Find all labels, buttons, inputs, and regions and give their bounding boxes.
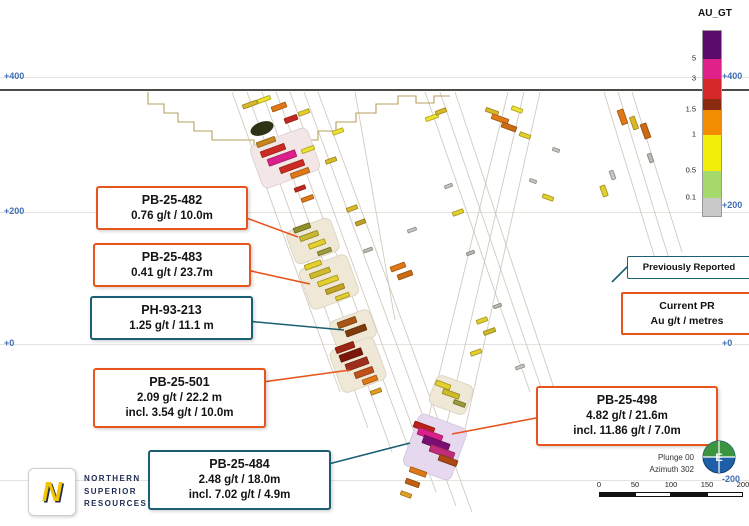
elevation-gridline bbox=[0, 480, 749, 481]
company-logo: N NORTHERN SUPERIOR RESOURCES bbox=[28, 468, 147, 516]
callout-pb-25-484: PB-25-484 2.48 g/t / 18.0m incl. 7.02 g/… bbox=[148, 450, 331, 510]
callout-ph-93-213: PH-93-213 1.25 g/t / 11.1 m bbox=[90, 296, 253, 341]
logo-line: SUPERIOR bbox=[84, 486, 137, 496]
assay-included-interval: incl. 7.02 g/t / 4.9m bbox=[188, 489, 291, 502]
scale-tick: 0 bbox=[596, 480, 602, 489]
assay-included-interval: incl. 11.86 g/t / 7.0m bbox=[573, 425, 681, 438]
hole-id: PB-25-484 bbox=[209, 457, 270, 471]
callout-leader-line bbox=[234, 319, 345, 331]
assay-value: 0.41 g/t / 23.7m bbox=[131, 266, 213, 279]
scale-segment bbox=[599, 492, 635, 497]
elevation-label: +0 bbox=[4, 338, 15, 348]
drill-trace bbox=[454, 91, 567, 425]
key-current-pr-title: Current PR bbox=[659, 300, 715, 312]
legend-stop bbox=[703, 59, 721, 79]
elevation-label: +400 bbox=[722, 71, 743, 81]
legend-value: 3 bbox=[691, 73, 696, 83]
elevation-label: +200 bbox=[722, 200, 743, 210]
scale-tick: 200 bbox=[736, 480, 749, 489]
drill-trace bbox=[631, 91, 683, 253]
drill-trace bbox=[603, 91, 659, 269]
drill-trace bbox=[439, 91, 549, 409]
elevation-gridline bbox=[0, 212, 749, 213]
hole-id: PB-25-498 bbox=[596, 393, 658, 407]
scale-segment bbox=[635, 492, 671, 497]
hole-id: PB-25-501 bbox=[149, 375, 210, 389]
compass-east-label: E bbox=[715, 452, 722, 464]
key-previously-reported-label: Previously Reported bbox=[642, 262, 736, 273]
callout-pb-25-482: PB-25-482 0.76 g/t / 10.0m bbox=[96, 186, 248, 231]
scale-tick: 50 bbox=[630, 480, 640, 489]
compass-globe-icon: E bbox=[702, 440, 736, 474]
elevation-label: +200 bbox=[4, 206, 25, 216]
key-previously-reported: Previously Reported bbox=[627, 256, 749, 279]
legend-value: 0.1 bbox=[685, 192, 696, 202]
legend-color-ramp bbox=[702, 30, 722, 217]
legend-stop bbox=[703, 171, 721, 198]
callout-pb-25-483: PB-25-483 0.41 g/t / 23.7m bbox=[93, 243, 251, 288]
scale-segment bbox=[707, 492, 743, 497]
elevation-gridline bbox=[0, 77, 749, 78]
assay-included-interval: incl. 3.54 g/t / 10.0m bbox=[125, 407, 234, 420]
hole-id: PB-25-482 bbox=[141, 193, 203, 207]
logo-line: NORTHERN bbox=[84, 474, 141, 484]
legend-stop bbox=[703, 31, 721, 59]
assay-value: 4.82 g/t / 21.6m bbox=[586, 409, 668, 422]
scale-segment bbox=[671, 492, 707, 497]
logo-wordmark: NORTHERN SUPERIOR RESOURCES bbox=[84, 473, 147, 510]
legend-stop bbox=[703, 135, 721, 171]
surface-topography-line bbox=[0, 89, 749, 91]
legend-value: 1.5 bbox=[685, 104, 696, 114]
assay-value: 2.48 g/t / 18.0m bbox=[198, 473, 281, 486]
hole-id: PH-93-213 bbox=[141, 303, 202, 317]
key-current-pr-units: Au g/t / metres bbox=[650, 314, 724, 327]
legend-stop bbox=[703, 198, 721, 216]
assay-value: 1.25 g/t / 11.1 m bbox=[129, 319, 214, 332]
legend-stop bbox=[703, 110, 721, 135]
scale-tick: 150 bbox=[700, 480, 714, 489]
elevation-label: +400 bbox=[4, 71, 25, 81]
legend-stop bbox=[703, 79, 721, 99]
hole-id: PB-25-483 bbox=[141, 250, 203, 264]
logo-n-glyph: N bbox=[41, 476, 63, 507]
callout-leader-line bbox=[451, 417, 537, 435]
elevation-label: -200 bbox=[722, 474, 741, 484]
plunge-label: Plunge 00 bbox=[657, 453, 694, 462]
drill-trace bbox=[354, 91, 396, 321]
drill-trace bbox=[424, 91, 531, 393]
legend-stop bbox=[703, 99, 721, 110]
logo-line: RESOURCES bbox=[84, 499, 148, 509]
key-current-pr: Current PR Au g/t / metres bbox=[621, 292, 749, 336]
legend-title: AU_GT bbox=[698, 8, 732, 19]
view-orientation-info: Plunge 00 Azimuth 302 bbox=[618, 452, 694, 477]
callout-pb-25-501: PB-25-501 2.09 g/t / 22.2 m incl. 3.54 g… bbox=[93, 368, 266, 428]
scale-bar: 0 50 100 150 200 bbox=[596, 480, 749, 504]
legend-value: 5 bbox=[691, 53, 696, 63]
legend-value: 0.5 bbox=[685, 165, 696, 175]
logo-tile-icon: N bbox=[28, 468, 76, 516]
legend-value-labels: 5 3 1.5 1 0.5 0.1 bbox=[664, 30, 698, 220]
assay-value: 2.09 g/t / 22.2 m bbox=[136, 391, 222, 404]
azimuth-label: Azimuth 302 bbox=[649, 465, 694, 475]
callout-leader-line bbox=[611, 265, 629, 283]
legend-value: 1 bbox=[691, 129, 696, 139]
assay-value: 0.76 g/t / 10.0m bbox=[131, 209, 213, 222]
scale-tick: 100 bbox=[664, 480, 678, 489]
elevation-label: +0 bbox=[722, 338, 733, 348]
callout-pb-25-498: PB-25-498 4.82 g/t / 21.6m incl. 11.86 g… bbox=[536, 386, 718, 446]
